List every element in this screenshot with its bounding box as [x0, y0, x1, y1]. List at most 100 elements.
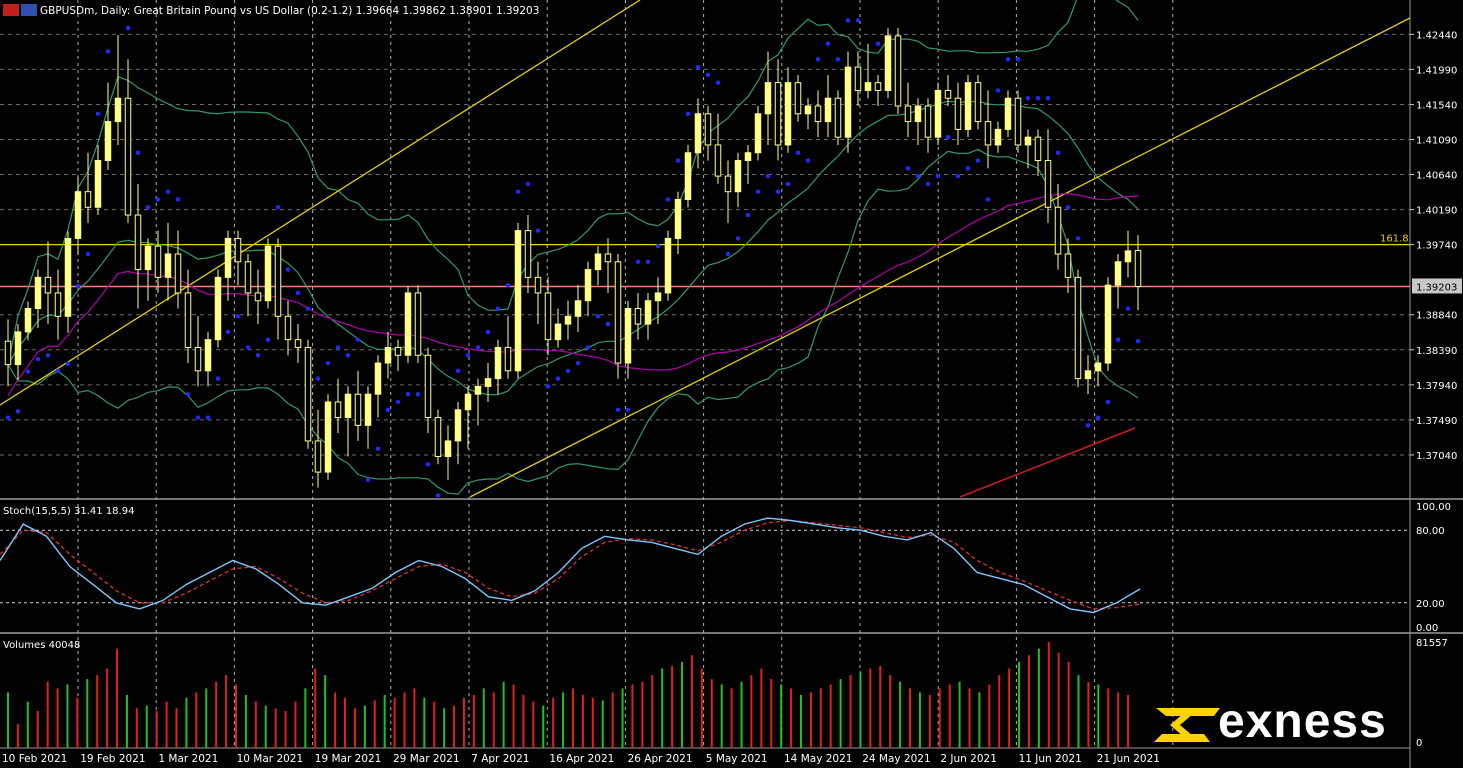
x-tick-label: 10 Mar 2021 [237, 753, 304, 765]
candle-body [1104, 284, 1112, 364]
sar-dot [85, 251, 91, 257]
sar-dot [725, 251, 731, 257]
x-tick-label: 19 Feb 2021 [80, 753, 145, 765]
candle-body [34, 276, 42, 310]
candle-body [304, 346, 312, 442]
sar-dot [335, 345, 341, 350]
candle-body [924, 105, 932, 138]
candle-body [874, 82, 882, 91]
candle-body [144, 245, 152, 271]
candle-body [974, 82, 982, 123]
candle-body [584, 269, 592, 302]
sar-dot [845, 18, 851, 23]
x-tick-label: 16 Apr 2021 [549, 753, 614, 765]
candle-body [644, 300, 652, 325]
candle-body [744, 152, 752, 162]
sar-dot [65, 361, 71, 367]
candle-body [294, 339, 302, 348]
candle-body [1034, 136, 1042, 162]
sar-dot [555, 376, 561, 381]
sar-dot [685, 111, 691, 117]
candle-body [124, 97, 132, 216]
candle-body [284, 315, 292, 341]
sar-dot [955, 173, 961, 179]
candle-body [664, 237, 672, 294]
sar-dot [295, 290, 301, 296]
sar-dot [455, 368, 461, 374]
sar-dot [465, 353, 471, 358]
candle-body [1084, 370, 1092, 380]
sar-dot [625, 407, 631, 412]
sar-dot [735, 236, 741, 241]
candle-body [834, 97, 842, 138]
sar-dot [525, 181, 531, 187]
sar-dot [615, 407, 621, 412]
sar-dot [325, 360, 331, 366]
candle-body [194, 346, 202, 372]
candle-body [694, 113, 702, 154]
candle-body [54, 292, 62, 317]
sar-dot [125, 25, 131, 31]
sar-dot [1035, 96, 1041, 101]
sar-dot [1045, 96, 1051, 101]
fib-label: 161.8 [1380, 234, 1409, 245]
candle-body [764, 82, 772, 115]
x-tick-label: 26 Apr 2021 [628, 753, 693, 765]
sar-dot [985, 197, 991, 202]
sar-dot [775, 189, 781, 194]
sar-dot [135, 150, 141, 155]
stoch-signal-line [0, 519, 1141, 610]
candle-body [154, 245, 162, 278]
stoch-tick-label: 20.00 [1416, 599, 1445, 610]
sar-dot [835, 57, 841, 62]
candle-body [514, 230, 522, 372]
candle-body [604, 253, 612, 263]
volume-panel [7, 642, 1130, 748]
stoch-main-line [0, 517, 1141, 614]
candle-body [894, 35, 902, 107]
candle-body [614, 261, 622, 364]
sar-dot [1105, 399, 1111, 405]
candle-body [524, 230, 532, 278]
sar-dot [195, 415, 201, 420]
sar-dot [305, 306, 311, 311]
sar-dot [175, 197, 181, 202]
sar-dot [165, 189, 171, 194]
exness-logo-icon [1154, 708, 1220, 742]
sar-dot [355, 337, 361, 342]
sar-dot [975, 158, 981, 163]
sar-dot [45, 353, 51, 358]
sar-dot [155, 197, 161, 202]
sar-dot [655, 244, 661, 249]
candle-body [134, 214, 142, 271]
sar-dot [5, 415, 11, 420]
candle-body [114, 97, 122, 123]
candle-body [324, 401, 332, 473]
sar-dot [265, 337, 271, 342]
candle-body [814, 105, 822, 123]
price-tag-label: 1.39203 [1416, 282, 1457, 293]
candle-body [1054, 206, 1062, 255]
bollinger-upper [7, 0, 1139, 365]
sar-dot [245, 345, 251, 350]
sar-dot [535, 228, 541, 233]
candle-body [854, 66, 862, 91]
y-tick-label: 1.41990 [1416, 65, 1457, 76]
sar-dot [995, 88, 1001, 93]
x-tick-label: 24 May 2021 [862, 753, 930, 765]
sar-dot [375, 446, 381, 451]
sar-dot [1055, 150, 1061, 155]
stoch-title: Stoch(15,5,5) 31.41 18.94 [3, 506, 134, 517]
candle-body [1114, 261, 1122, 286]
candle-body [654, 292, 662, 302]
chart-title: GBPUSDm, Daily: Great Britain Pound vs U… [40, 5, 539, 17]
candle-body [684, 152, 692, 200]
sar-dot [1135, 338, 1141, 344]
stoch-tick-label: 100.00 [1416, 502, 1451, 513]
sar-dot [315, 376, 321, 381]
candle-body [404, 292, 412, 356]
candle-body [414, 292, 422, 356]
candle-body [754, 113, 762, 154]
